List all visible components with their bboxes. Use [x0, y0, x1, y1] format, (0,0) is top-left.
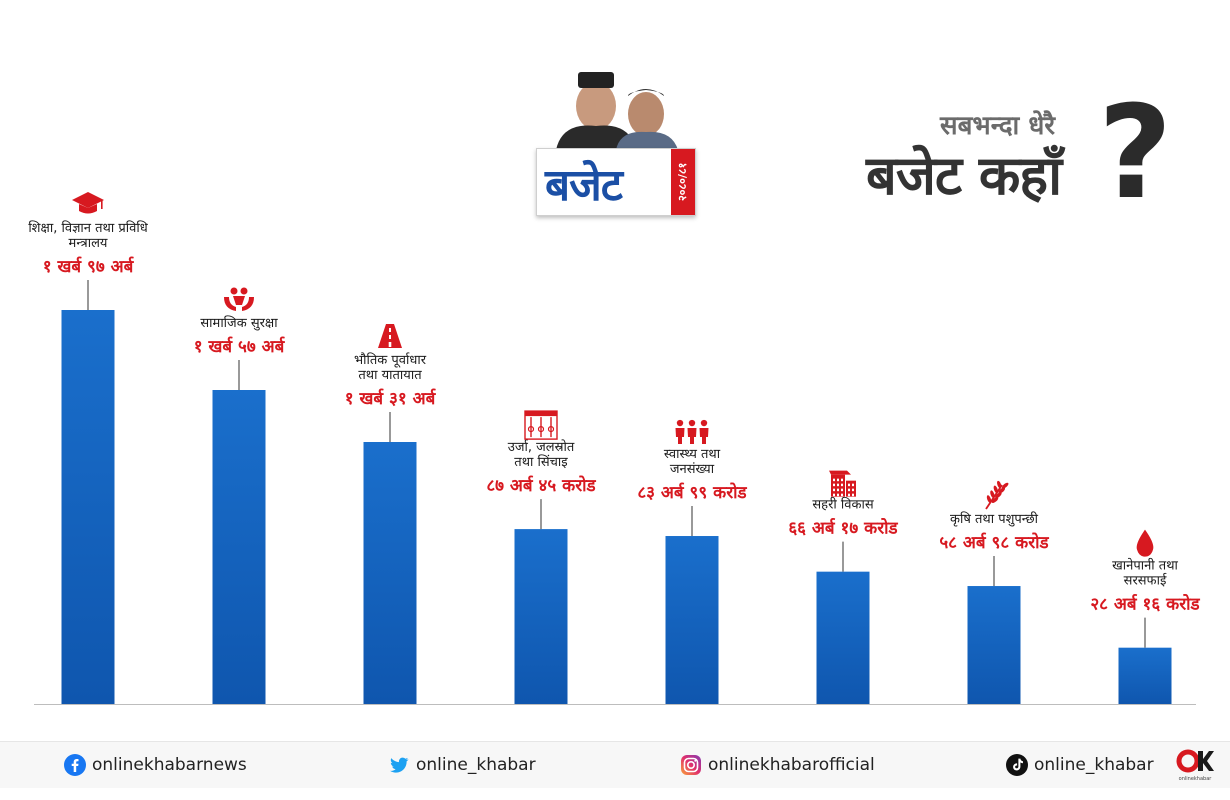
tiktok-link[interactable]: online_khabar — [1006, 752, 1154, 778]
wheat-icon — [985, 480, 1009, 510]
twitter-icon — [390, 757, 409, 773]
headline-question-mark: ? — [1098, 79, 1173, 228]
category-label: मन्त्रालय — [69, 236, 108, 251]
brand-logo-text: onlinekhabar — [1179, 776, 1213, 782]
category-label: खानेपानी तथा — [1112, 558, 1178, 574]
category-label: शिक्षा, विज्ञान तथा प्रविधि — [28, 220, 148, 236]
category-label: स्वास्थ्य तथा — [664, 447, 721, 462]
value-label: ५८ अर्ब ९८ करोड — [939, 532, 1049, 553]
bar — [665, 536, 719, 704]
category-label: जनसंख्या — [670, 462, 715, 477]
budget-bar-chart: १ खर्ब ९७ अर्ब शिक्षा, विज्ञान तथा प्रविध… — [28, 192, 1201, 705]
category-label: उर्जा, जलस्रोत — [508, 439, 575, 455]
budget-logo: बजेट २०८०/८१ — [536, 66, 696, 218]
bar — [212, 390, 266, 704]
category-label: तथा सिंचाइ — [514, 454, 568, 470]
category-label: भौतिक पूर्वाधार — [354, 352, 427, 368]
road-icon — [378, 324, 402, 348]
value-label: १ खर्ब ३१ अर्ब — [345, 388, 437, 409]
facebook-link[interactable]: onlinekhabarnews — [64, 752, 247, 778]
value-label: ६६ अर्ब १७ करोड — [788, 518, 898, 539]
social-footer: onlinekhabarnews online_khabar onlinekha… — [0, 741, 1230, 788]
bar — [363, 442, 417, 704]
headline-main: बजेट कहाँ — [866, 144, 1062, 207]
instagram-icon — [681, 755, 701, 775]
category-label: कृषि तथा पशुपन्छी — [950, 511, 1039, 527]
value-label: १ खर्ब ५७ अर्ब — [194, 336, 286, 357]
dam-icon — [524, 410, 558, 440]
instagram-link[interactable]: onlinekhabarofficial — [680, 752, 875, 778]
category-label: सामाजिक सुरक्षा — [200, 315, 278, 331]
budget-logo-card: बजेट २०८०/८१ — [536, 148, 696, 216]
water-drop-icon — [1136, 529, 1154, 557]
onlinekhabar-logo-icon[interactable]: onlinekhabar — [1176, 748, 1214, 782]
people-icon — [675, 419, 709, 445]
category-label: सहरी विकास — [812, 497, 873, 513]
tiktok-handle: online_khabar — [1034, 755, 1154, 775]
bar — [61, 310, 115, 704]
category-label: तथा यातायात — [358, 368, 422, 383]
bar — [1118, 647, 1172, 704]
facebook-icon — [64, 754, 86, 776]
facebook-handle: onlinekhabarnews — [92, 755, 247, 775]
leaders-photo-icon — [556, 72, 678, 150]
twitter-handle: online_khabar — [416, 755, 536, 775]
bar — [967, 586, 1021, 704]
category-label: सरसफाई — [1124, 573, 1168, 589]
budget-logo-word: बजेट — [545, 160, 623, 211]
headline-sub: सबभन्दा धेरै — [940, 111, 1055, 141]
bar — [816, 571, 870, 704]
social-care-icon — [224, 287, 254, 311]
tiktok-icon — [1006, 754, 1028, 776]
graduation-cap-icon — [72, 192, 104, 214]
bar — [514, 529, 568, 704]
buildings-icon — [829, 470, 856, 497]
value-label: १ खर्ब ९७ अर्ब — [43, 256, 135, 277]
value-label: ८३ अर्ब ९९ करोड — [637, 482, 747, 503]
value-label: २८ अर्ब १६ करोड — [1090, 594, 1200, 615]
instagram-handle: onlinekhabarofficial — [708, 755, 875, 775]
twitter-link[interactable]: online_khabar — [388, 752, 536, 778]
value-label: ८७ अर्ब ४५ करोड — [486, 475, 596, 496]
